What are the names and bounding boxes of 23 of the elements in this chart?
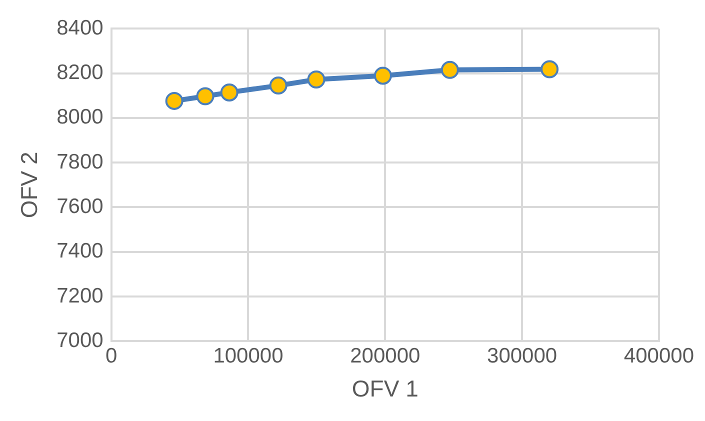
point <box>269 76 288 95</box>
point <box>540 60 559 78</box>
y-tick-label: 7400 <box>56 240 104 263</box>
y-tick-label: 7200 <box>56 284 104 308</box>
x-tick-label: 200000 <box>350 344 420 368</box>
x-tick-label: 400000 <box>624 344 694 368</box>
point <box>220 83 238 102</box>
point <box>374 66 392 85</box>
point <box>165 92 184 110</box>
y-tick-label: 8200 <box>56 61 104 84</box>
x-axis-title: OFV 1 <box>352 376 418 402</box>
y-axis-title: OFV 2 <box>16 152 42 218</box>
x-tick-label: 100000 <box>213 344 284 368</box>
y-tick-label: 7000 <box>56 328 104 352</box>
point <box>307 70 326 89</box>
x-tick-label: 300000 <box>487 344 558 368</box>
point <box>196 87 214 106</box>
y-tick-label: 7800 <box>56 150 104 174</box>
y-tick-label: 7600 <box>56 195 104 218</box>
point <box>440 60 459 79</box>
x-tick-label: 0 <box>105 344 118 368</box>
y-tick-label: 8000 <box>56 106 104 129</box>
y-tick-label: 8400 <box>56 16 104 40</box>
